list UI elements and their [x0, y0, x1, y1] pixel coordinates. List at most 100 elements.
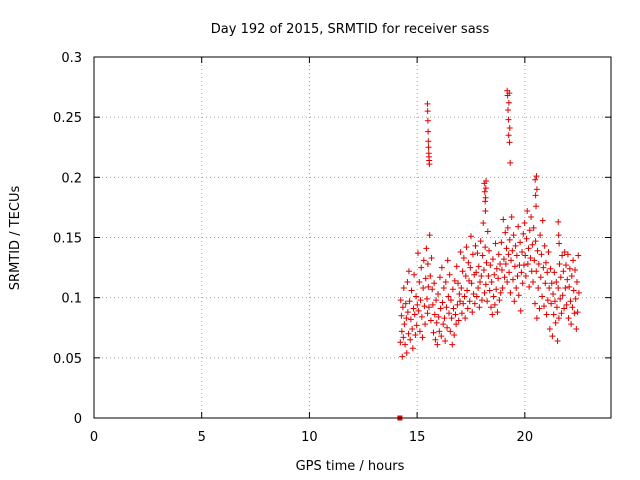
data-point [505, 132, 512, 139]
data-point [506, 90, 513, 97]
data-point [469, 251, 476, 258]
data-point [424, 295, 431, 302]
data-point [509, 247, 516, 254]
data-point [414, 301, 421, 308]
x-tick-label: 15 [409, 430, 426, 445]
data-point [399, 353, 406, 360]
data-point [416, 328, 423, 335]
data-point [505, 251, 512, 258]
data-point [505, 106, 512, 113]
data-point [535, 285, 542, 292]
data-point [464, 305, 471, 312]
data-point [450, 305, 457, 312]
data-point [422, 275, 429, 282]
data-point [502, 260, 509, 267]
data-point [460, 300, 467, 307]
data-point [437, 305, 444, 312]
data-point [556, 260, 563, 267]
data-point [427, 317, 434, 324]
x-tick-label: 5 [198, 430, 206, 445]
data-point [398, 312, 405, 319]
data-point [474, 250, 481, 257]
data-point [572, 266, 579, 273]
data-point [571, 310, 578, 317]
data-point [433, 297, 440, 304]
data-point [402, 341, 409, 348]
data-point [504, 279, 511, 286]
data-point [438, 264, 445, 271]
data-point [413, 293, 420, 300]
data-point [502, 229, 509, 236]
data-point [555, 232, 562, 239]
data-point [499, 285, 506, 292]
data-point [425, 138, 432, 145]
data-point [570, 287, 577, 294]
data-point [417, 297, 424, 304]
data-point [408, 287, 415, 294]
data-point [482, 208, 489, 215]
series-srmtid [397, 87, 582, 360]
data-point [473, 293, 480, 300]
data-point [426, 161, 433, 168]
data-point [451, 277, 458, 284]
data-point [509, 276, 516, 283]
data-point [461, 293, 468, 300]
data-point [440, 285, 447, 292]
data-point [452, 311, 459, 318]
data-point [464, 287, 471, 294]
data-point [528, 214, 535, 221]
data-point [567, 298, 574, 305]
data-point [412, 331, 419, 338]
data-point [429, 301, 436, 308]
data-point [562, 262, 569, 269]
data-point [495, 275, 502, 282]
data-point [484, 228, 491, 235]
data-point [561, 305, 568, 312]
data-point [510, 232, 517, 239]
y-tick-label: 0.25 [53, 111, 82, 126]
data-point [424, 260, 431, 267]
data-point [531, 300, 538, 307]
data-point [420, 257, 427, 264]
data-point [466, 298, 473, 305]
data-point [478, 273, 485, 280]
data-point [456, 291, 463, 298]
data-point [558, 310, 565, 317]
data-point [511, 298, 518, 305]
data-point [534, 247, 541, 254]
grid [94, 57, 611, 418]
data-point [398, 328, 405, 335]
data-point [467, 233, 474, 240]
data-point [432, 336, 439, 343]
data-point [414, 250, 421, 257]
data-point [442, 337, 449, 344]
data-point [471, 300, 478, 307]
data-point [533, 203, 540, 210]
data-point [459, 268, 466, 275]
data-point [535, 260, 542, 267]
data-point [399, 304, 406, 311]
data-point [526, 227, 533, 234]
data-point [455, 317, 462, 324]
data-point [520, 230, 527, 237]
data-point [418, 313, 425, 320]
data-point [545, 248, 552, 255]
data-point [444, 324, 451, 331]
data-point [453, 321, 460, 328]
data-point [428, 254, 435, 261]
x-axis-label: GPS time / hours [296, 459, 405, 474]
data-point [532, 192, 539, 199]
y-tick-label: 0.1 [61, 292, 82, 307]
data-point [552, 319, 559, 326]
data-point [521, 220, 528, 227]
data-point [538, 251, 545, 258]
data-point [553, 304, 560, 311]
data-point [564, 276, 571, 283]
data-point [409, 325, 416, 332]
data-point [486, 247, 493, 254]
data-point [425, 128, 432, 135]
data-point [443, 304, 450, 311]
data-point [550, 291, 557, 298]
data-point [554, 337, 561, 344]
